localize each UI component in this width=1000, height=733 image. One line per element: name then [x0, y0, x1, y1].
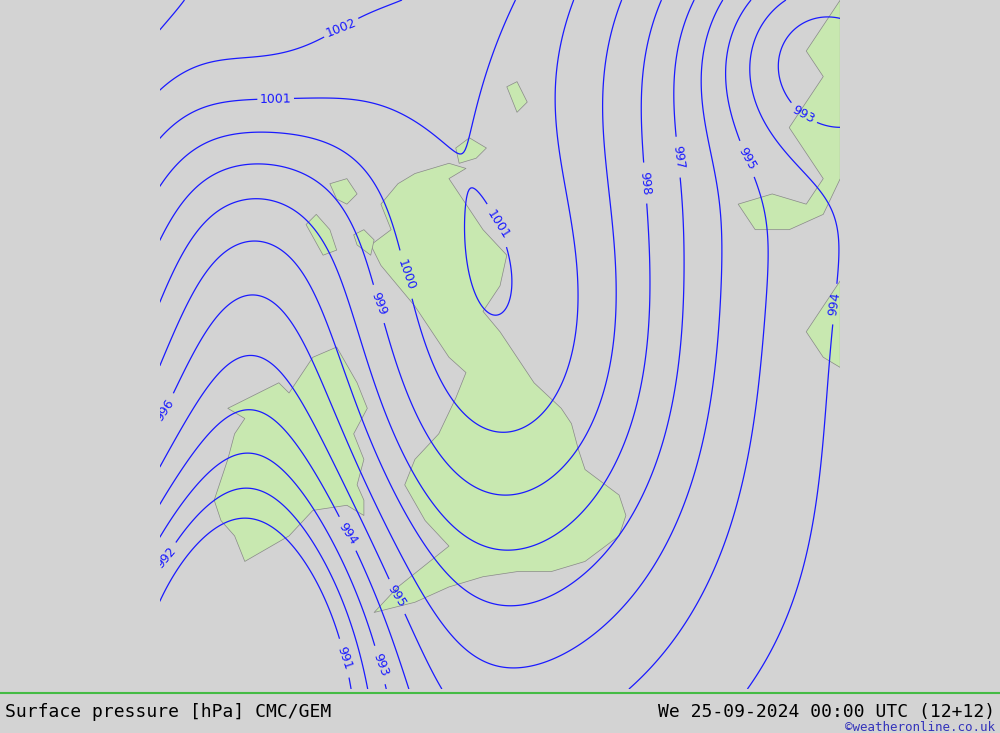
- Text: 1001: 1001: [260, 92, 292, 106]
- Text: We 25-09-2024 00:00 UTC (12+12): We 25-09-2024 00:00 UTC (12+12): [658, 704, 995, 721]
- Text: 991: 991: [335, 644, 355, 671]
- Text: 994: 994: [336, 520, 360, 547]
- Text: 993: 993: [370, 652, 390, 678]
- Text: 1002: 1002: [324, 15, 358, 40]
- Text: 992: 992: [153, 545, 179, 571]
- Text: 997: 997: [670, 144, 686, 170]
- Text: 993: 993: [790, 103, 817, 126]
- Text: ©weatheronline.co.uk: ©weatheronline.co.uk: [845, 721, 995, 733]
- Text: 994: 994: [827, 292, 843, 317]
- Text: Surface pressure [hPa] CMC/GEM: Surface pressure [hPa] CMC/GEM: [5, 704, 331, 721]
- Text: 998: 998: [638, 171, 653, 196]
- Text: 1000: 1000: [395, 257, 417, 292]
- Text: 995: 995: [385, 583, 409, 610]
- Text: 1001: 1001: [484, 207, 512, 241]
- Text: 999: 999: [368, 290, 389, 317]
- Text: 996: 996: [153, 397, 177, 424]
- Text: 995: 995: [736, 145, 758, 172]
